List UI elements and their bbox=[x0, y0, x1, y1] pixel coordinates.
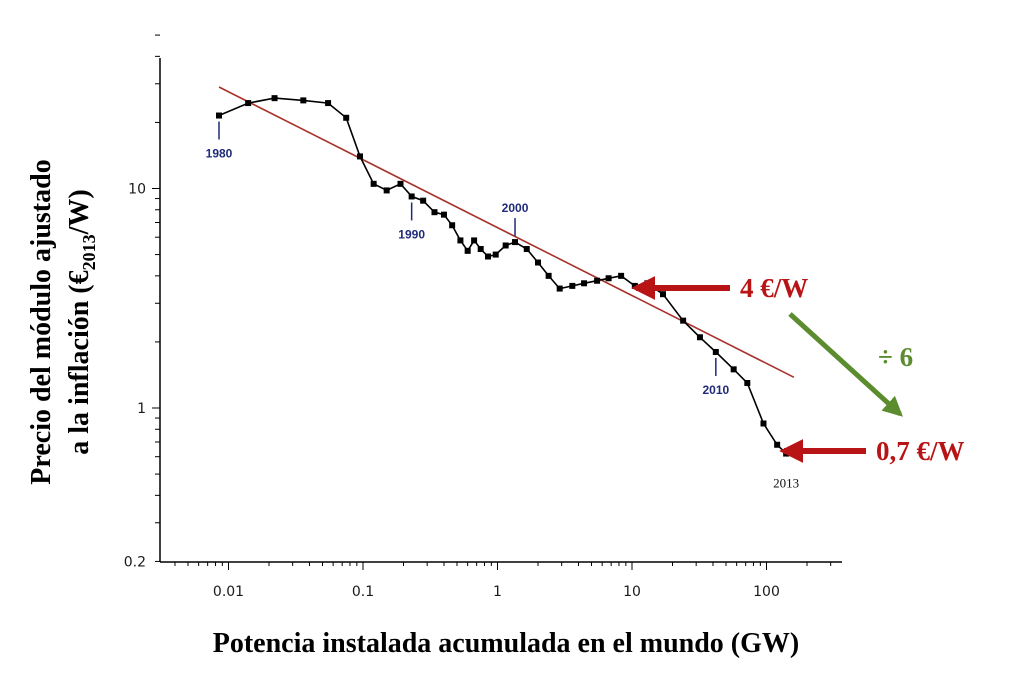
year-label: 2013 bbox=[773, 476, 799, 491]
x-axis-title: Potencia instalada acumulada en el mundo… bbox=[213, 628, 799, 659]
data-point bbox=[245, 100, 252, 107]
data-point bbox=[449, 222, 456, 229]
y-axis-title-subscript: 2013 bbox=[79, 234, 99, 270]
x-tick-label: 10 bbox=[623, 584, 641, 600]
y-tick-label: 10 bbox=[128, 182, 146, 198]
data-point bbox=[440, 211, 447, 218]
data-point bbox=[420, 197, 427, 204]
data-point bbox=[730, 366, 737, 373]
y-tick-label: 0.2 bbox=[124, 554, 146, 570]
data-point bbox=[774, 441, 781, 448]
data-point bbox=[431, 209, 438, 216]
data-point bbox=[581, 280, 588, 287]
data-point bbox=[464, 247, 471, 254]
x-tick-label: 1 bbox=[493, 584, 502, 600]
arrow-divide-six bbox=[788, 312, 903, 417]
y-axis-title-line2: a la inflación (€2013/W) bbox=[64, 189, 99, 454]
data-point bbox=[659, 291, 666, 298]
data-point bbox=[457, 237, 464, 244]
data-point bbox=[744, 379, 751, 386]
year-label: 1980 bbox=[206, 147, 233, 161]
annotation-0-7-euro: 0,7 €/W bbox=[876, 436, 965, 466]
data-point bbox=[271, 95, 278, 102]
data-point bbox=[512, 239, 519, 246]
data-point bbox=[534, 259, 541, 266]
trend-line bbox=[218, 86, 795, 379]
data-point bbox=[696, 334, 703, 341]
annotation-divide-six: ÷ 6 bbox=[878, 342, 913, 372]
y-tick-label: 1 bbox=[137, 401, 146, 417]
annotation-4-euro: 4 €/W bbox=[740, 273, 808, 303]
year-labels: 1980 1990 2000 2010 2013 bbox=[206, 121, 799, 491]
data-point bbox=[343, 114, 350, 121]
data-point bbox=[760, 420, 767, 427]
year-label: 2010 bbox=[702, 383, 729, 397]
y-axis-title-line1: Precio del módulo ajustado bbox=[26, 159, 57, 484]
data-point bbox=[680, 317, 687, 324]
y-axis-ticks: 0.2 1 10 bbox=[124, 34, 160, 570]
data-point bbox=[556, 285, 563, 292]
data-point bbox=[357, 153, 364, 160]
data-point bbox=[618, 272, 625, 279]
y-axis-title: Precio del módulo ajustado a la inflació… bbox=[26, 159, 99, 484]
data-point bbox=[712, 348, 719, 355]
data-point bbox=[605, 275, 612, 282]
y-axis-title-line2-pre: a la inflación (€ bbox=[64, 270, 95, 454]
y-axis-title-line2-post: /W) bbox=[64, 189, 95, 235]
year-label: 2000 bbox=[502, 201, 529, 215]
data-point bbox=[545, 272, 552, 279]
data-point bbox=[397, 180, 404, 187]
data-point bbox=[569, 282, 576, 289]
data-point bbox=[492, 251, 499, 258]
year-label: 1990 bbox=[398, 227, 425, 241]
data-point bbox=[485, 253, 492, 260]
data-point bbox=[325, 100, 332, 107]
data-point bbox=[502, 242, 509, 249]
x-axis-ticks: 0.01 0.1 1 10 100 bbox=[174, 562, 832, 600]
data-point bbox=[370, 180, 377, 187]
price-series-points bbox=[216, 95, 790, 457]
x-tick-label: 0.01 bbox=[213, 584, 244, 600]
data-point bbox=[471, 237, 478, 244]
data-point bbox=[408, 193, 415, 200]
data-point bbox=[594, 277, 601, 284]
data-point bbox=[383, 187, 390, 194]
x-tick-label: 0.1 bbox=[352, 584, 374, 600]
data-point bbox=[523, 246, 530, 253]
data-point bbox=[216, 112, 223, 119]
data-point bbox=[477, 246, 484, 253]
x-tick-label: 100 bbox=[753, 584, 780, 600]
price-series-line bbox=[218, 97, 787, 455]
data-point bbox=[300, 97, 307, 104]
